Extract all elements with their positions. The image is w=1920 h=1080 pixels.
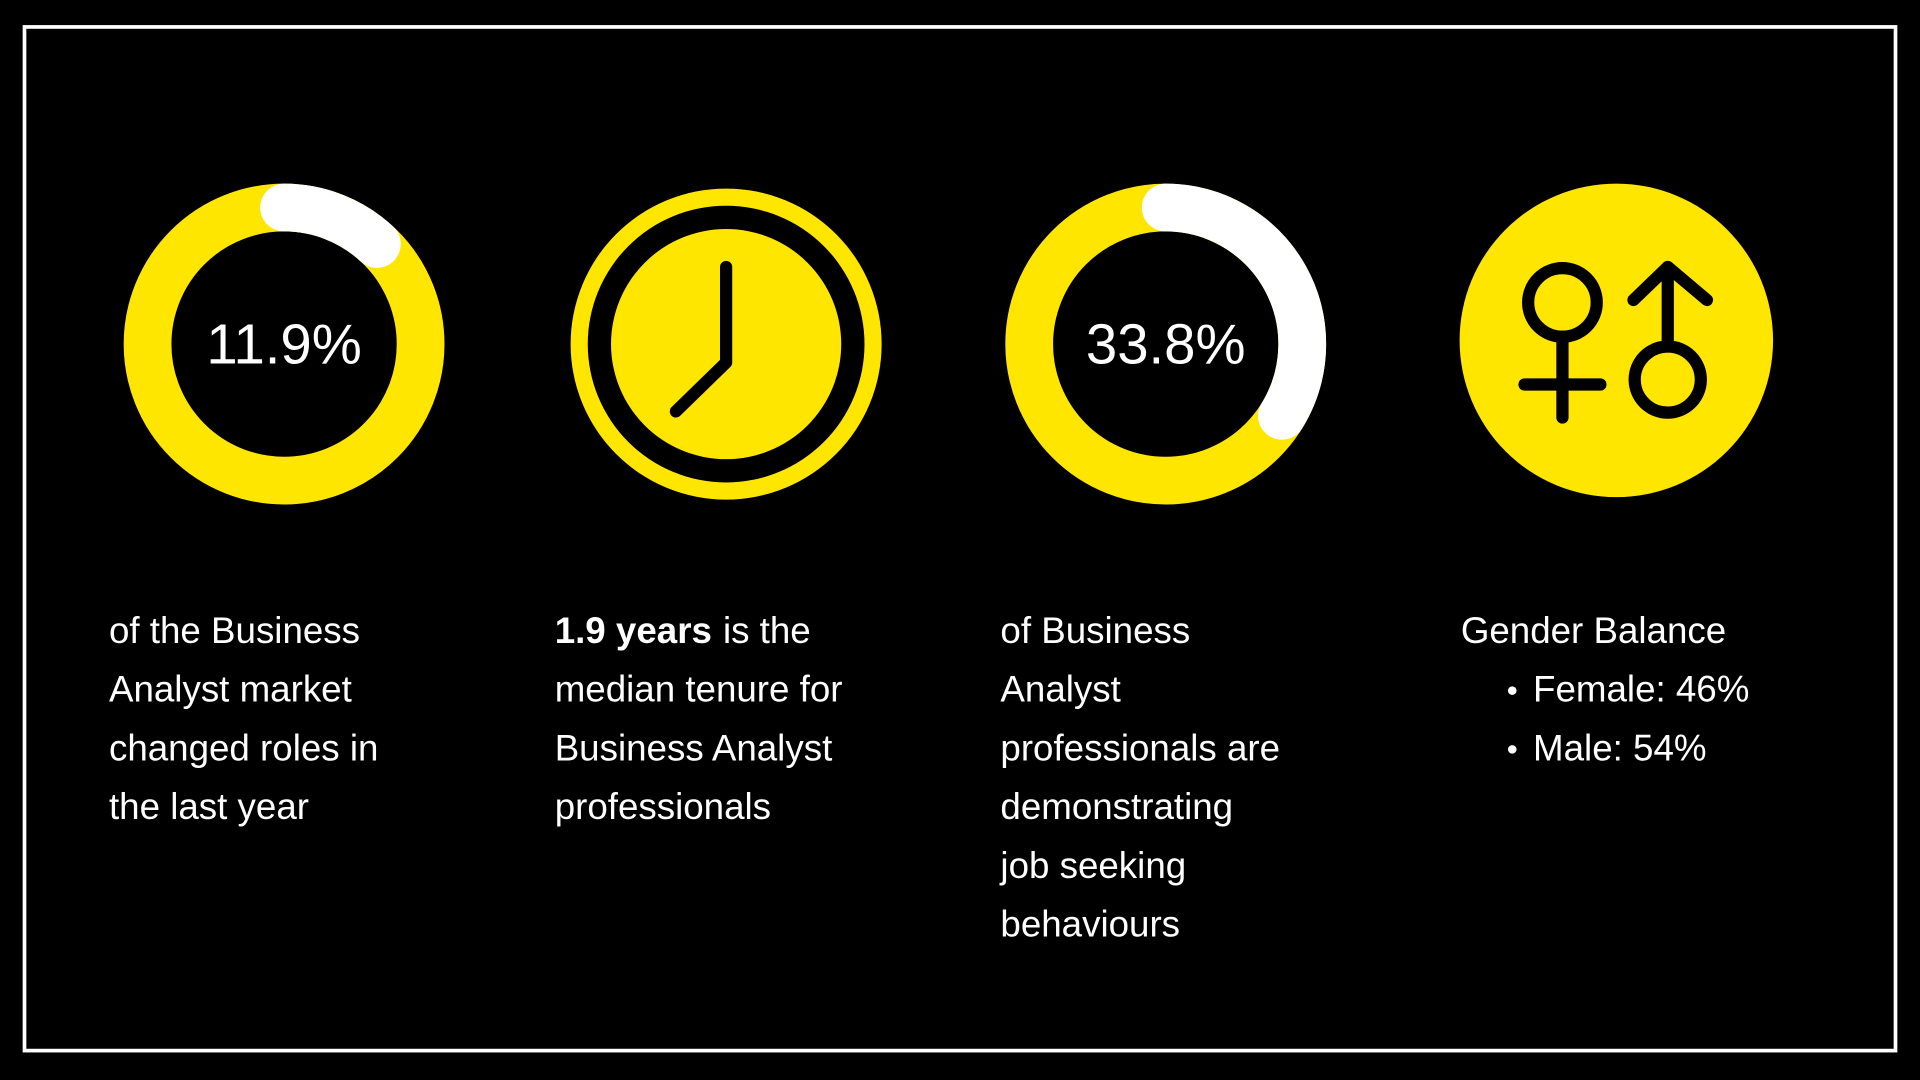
clock-icon: [570, 188, 882, 500]
text-line: demonstrating: [1000, 786, 1233, 827]
text-line: job seeking: [999, 845, 1186, 886]
bullet-text: Male: 54%: [1533, 727, 1706, 768]
bullet: [1507, 745, 1517, 754]
text-line: changed roles in: [109, 727, 378, 768]
text-line: professionals: [555, 786, 771, 827]
gender-heading: Gender Balance: [1461, 610, 1726, 651]
text-line: the last year: [109, 786, 309, 827]
text-line: behaviours: [1000, 904, 1180, 945]
bullet-text: Female: 46%: [1533, 669, 1749, 710]
donut-arc: [260, 183, 401, 268]
gender-icon: [1459, 183, 1774, 498]
text-line: of Business: [1000, 610, 1190, 651]
donut-label: 33.8%: [1086, 313, 1246, 376]
text-line: Analyst market: [109, 669, 352, 710]
donut-arc: [1141, 183, 1327, 440]
text-line: Analyst: [1000, 669, 1120, 710]
text-line: Business Analyst: [555, 727, 833, 768]
tenure-value: 1.9 years: [555, 610, 712, 651]
text-line: median tenure for: [555, 669, 843, 710]
text-line: of the Business: [109, 610, 360, 651]
text-line: is the: [723, 610, 811, 651]
frame: [22, 25, 1898, 1053]
bullet: [1507, 686, 1517, 695]
tenure-line: 1.9 years is the: [555, 610, 811, 651]
donut-label: 11.9%: [206, 313, 362, 376]
text-line: professionals are: [1000, 727, 1280, 768]
